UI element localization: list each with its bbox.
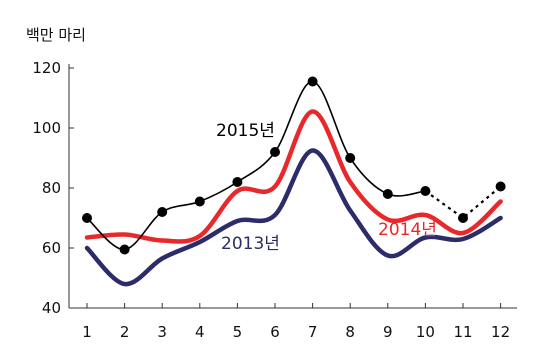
series-2015-label: 2015년 bbox=[216, 121, 275, 141]
x-tick-label: 10 bbox=[416, 323, 435, 341]
y-tick-label: 40 bbox=[42, 299, 61, 317]
series-2015 bbox=[82, 76, 506, 255]
series-2015-point bbox=[307, 76, 318, 87]
series-2015-point bbox=[194, 196, 205, 207]
series-2013-line bbox=[84, 148, 503, 287]
series-2015-point bbox=[270, 147, 280, 157]
series-2014-line bbox=[84, 109, 503, 244]
y-tick-label: 100 bbox=[32, 119, 61, 137]
series-2015-point bbox=[345, 153, 356, 163]
series-layer bbox=[82, 76, 506, 287]
x-tick-label: 9 bbox=[383, 323, 393, 341]
series-2015-point bbox=[382, 189, 393, 199]
series-2015-line bbox=[86, 80, 426, 251]
x-tick-label: 8 bbox=[345, 323, 355, 341]
x-tick-label: 6 bbox=[270, 323, 280, 341]
series-2015-point bbox=[495, 181, 506, 192]
series-label-layer: 2013년 2014년 2015년 bbox=[216, 121, 437, 254]
series-2014 bbox=[84, 109, 503, 244]
x-tick-label: 2 bbox=[120, 323, 130, 341]
series-2013-label: 2013년 bbox=[221, 234, 280, 254]
series-2014-label: 2014년 bbox=[378, 220, 437, 240]
y-tick-label: 60 bbox=[42, 239, 61, 257]
x-tick-label: 1 bbox=[82, 323, 92, 341]
y-tick-label: 120 bbox=[32, 59, 61, 77]
series-2015-point bbox=[119, 244, 130, 255]
x-tick-label: 4 bbox=[195, 323, 205, 341]
y-tick-label: 80 bbox=[42, 179, 61, 197]
series-2015-point bbox=[458, 213, 468, 223]
series-2015-dotted-line bbox=[424, 185, 502, 220]
series-2015-point bbox=[82, 213, 92, 223]
series-2015-point bbox=[420, 186, 431, 196]
series-2013 bbox=[84, 148, 503, 287]
x-tick-label: 12 bbox=[491, 323, 510, 341]
x-tick-label: 11 bbox=[453, 323, 472, 341]
y-axis-unit-label: 백만 마리 bbox=[26, 26, 86, 44]
x-tick-label: 5 bbox=[233, 323, 243, 341]
series-2015-point bbox=[232, 177, 243, 187]
x-tick-label: 3 bbox=[157, 323, 167, 341]
x-tick-label: 7 bbox=[308, 323, 318, 341]
series-2015-point bbox=[157, 207, 168, 217]
